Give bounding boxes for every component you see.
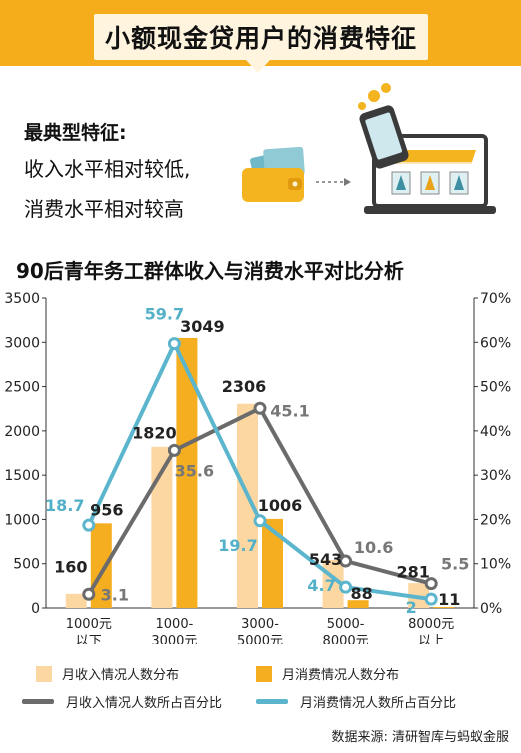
- legend-label-income-line: 月收入情况人数所占百分比: [66, 696, 223, 711]
- bar-s1-2: [262, 518, 283, 608]
- bar-label-s1-2: 1006: [258, 496, 303, 515]
- bar-label-s1-0: 956: [90, 500, 123, 519]
- y-right-tick-label-1: 10%: [480, 557, 511, 573]
- line-point-s1-3: [339, 580, 353, 594]
- line-label-s0-2: 45.1: [270, 401, 309, 420]
- line-point-s0-2: [253, 401, 267, 415]
- line-point-s0-1: [167, 443, 181, 457]
- bar-s1-4: [433, 607, 455, 608]
- phone-icon: [359, 105, 409, 169]
- x-tick-label-1-b: 3000元: [151, 634, 197, 644]
- feature-heading: 最典型特征:: [24, 122, 127, 144]
- line-label-s1-1: 59.7: [145, 305, 184, 324]
- legend-label-income-bar: 月收入情况人数分布: [62, 668, 180, 683]
- x-tick-label-0-b: 以下: [76, 634, 102, 644]
- legend-label-consumption-line: 月消费情况人数所占百分比: [300, 696, 457, 711]
- chart-title: 90后青年务工群体收入与消费水平对比分析: [16, 259, 404, 283]
- line-point-s0-3: [339, 554, 353, 568]
- bar-label-s1-4: 11: [438, 590, 460, 609]
- line-label-s1-4: 2: [406, 598, 417, 617]
- y-right-tick-label-7: 70%: [480, 291, 511, 307]
- bar-s1-3: [347, 600, 369, 608]
- line-point-s1-0: [82, 518, 96, 532]
- line-label-s0-1: 35.6: [175, 461, 214, 480]
- feature-line-income: 收入水平相对较低,: [24, 157, 191, 181]
- legend-income-bar: 月收入情况人数分布: [36, 664, 179, 683]
- wallet-icon: [242, 146, 305, 202]
- legend-consumption-line: 月消费情况人数所占百分比: [256, 692, 456, 711]
- x-tick-label-1-a: 1000-: [156, 617, 194, 632]
- y-left-tick-label-6: 3000: [4, 335, 40, 351]
- legend-label-consumption-bar: 月消费情况人数分布: [282, 668, 400, 683]
- line-point-s1-1: [167, 337, 181, 351]
- legend-swatch-consumption-line: [256, 699, 288, 704]
- bar-label-s1-1: 3049: [180, 317, 225, 336]
- y-right-tick-label-5: 50%: [480, 380, 511, 396]
- line-point-s0-0: [82, 587, 96, 601]
- bar-label-s0-3: 543: [309, 550, 342, 569]
- line-label-s1-2: 19.7: [218, 536, 257, 555]
- x-tick-label-3-a: 5000-: [327, 617, 365, 632]
- bar-label-s0-2: 2306: [222, 377, 267, 396]
- bar-s0-1: [151, 446, 173, 608]
- bar-s1-1: [176, 337, 198, 608]
- x-tick-label-0-a: 1000元: [66, 617, 112, 632]
- shopping-illustration: [242, 83, 496, 214]
- y-left-tick-label-4: 2000: [4, 424, 40, 440]
- line-label-s1-3: 4.7: [307, 576, 335, 595]
- y-right-tick-label-6: 60%: [480, 335, 511, 351]
- title-notch: [246, 60, 270, 73]
- y-left-tick-label-5: 2500: [4, 380, 40, 396]
- y-left-tick-label-2: 1000: [4, 512, 40, 528]
- line-point-s1-2: [253, 514, 267, 528]
- bar-label-s0-4: 281: [396, 563, 429, 582]
- bar-s1-0: [90, 523, 112, 608]
- bar-label-s0-1: 1820: [132, 423, 177, 442]
- line-label-s0-3: 10.6: [354, 538, 393, 557]
- legend-swatch-income-line: [22, 699, 54, 704]
- legend-consumption-bar: 月消费情况人数分布: [256, 664, 399, 683]
- y-left-tick-label-0: 0: [31, 601, 40, 617]
- legend-swatch-income-bar: [36, 665, 52, 682]
- line-point-s1-4: [424, 592, 438, 606]
- y-left-tick-label-7: 3500: [4, 291, 40, 307]
- x-tick-label-3-b: 8000元: [323, 634, 369, 644]
- title-box: 小额现金贷用户的消费特征: [94, 14, 428, 60]
- arrow-icon: [316, 178, 351, 186]
- bar-line-chart: 0 500 1000 1500 2000 2500 3000 3500 0% 10% 20% 30% 4…: [4, 291, 511, 644]
- y-right-tick-label-2: 20%: [480, 512, 511, 528]
- y-right-tick-label-3: 30%: [480, 468, 511, 484]
- legend-swatch-consumption-bar: [256, 665, 272, 682]
- line-label-s1-0: 18.7: [45, 496, 84, 515]
- y-right-tick-label-4: 40%: [480, 424, 511, 440]
- data-source: 数据来源: 清研智库与蚂蚁金服: [331, 730, 509, 745]
- x-tick-label-2-b: 5000元: [237, 634, 283, 644]
- legend-income-line: 月收入情况人数所占百分比: [22, 692, 222, 711]
- bar-label-s1-3: 88: [350, 584, 372, 603]
- y-left-tick-label-1: 500: [13, 557, 40, 573]
- x-tick-label-2-a: 3000-: [241, 617, 279, 632]
- line-point-s0-4: [424, 577, 438, 591]
- y-right-tick-label-0: 0%: [480, 601, 502, 617]
- coin-icon: [358, 83, 391, 110]
- x-tick-label-4-a: 8000元: [408, 617, 454, 632]
- y-left-tick-label-3: 1500: [4, 468, 40, 484]
- bar-s0-2: [237, 403, 258, 608]
- bar-label-s0-0: 160: [54, 557, 87, 576]
- x-tick-label-4-b: 以上: [418, 634, 444, 644]
- bar-s0-0: [65, 593, 87, 608]
- line-label-s0-0: 3.1: [101, 585, 129, 604]
- page-title: 小额现金贷用户的消费特征: [104, 24, 417, 53]
- feature-line-consumption: 消费水平相对较高: [24, 197, 184, 221]
- line-label-s0-4: 5.5: [441, 555, 469, 574]
